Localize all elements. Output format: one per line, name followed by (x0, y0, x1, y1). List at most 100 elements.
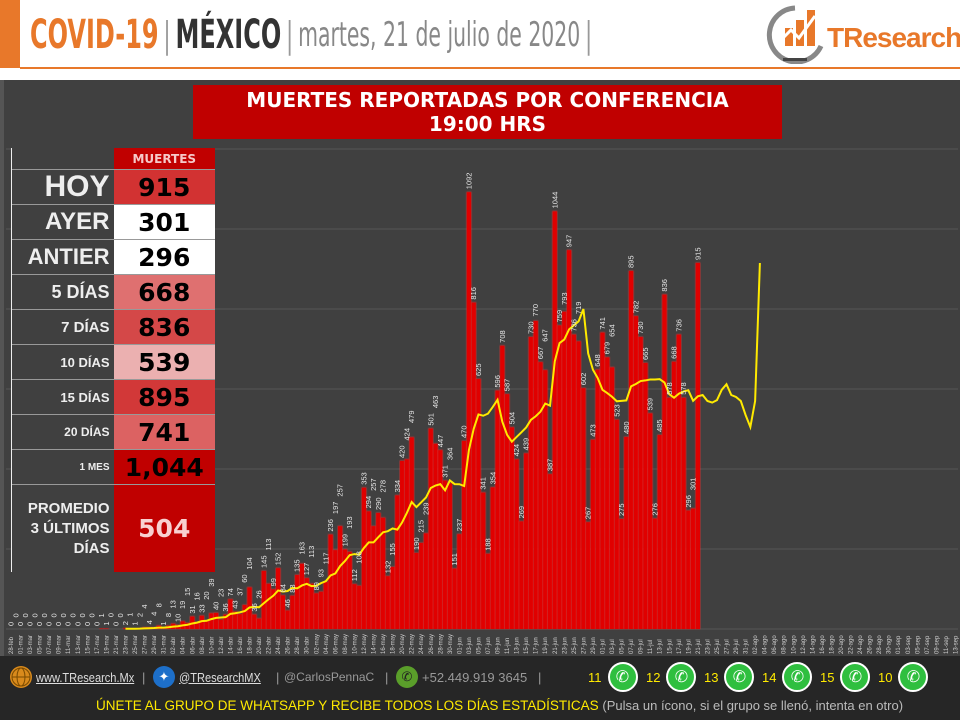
whatsapp-group-14[interactable]: 14 ✆ (762, 662, 813, 692)
whatsapp-group-15[interactable]: 15 ✆ (820, 662, 871, 692)
bar (671, 361, 677, 629)
bar-value-label: 770 (531, 304, 540, 317)
bar-value-label: 2 (121, 621, 130, 625)
whatsapp-icon[interactable]: ✆ (782, 662, 813, 692)
bar-value-label: 708 (498, 330, 507, 343)
bar (404, 459, 410, 629)
bar-value-label: 1 (97, 613, 106, 617)
bar (285, 610, 290, 629)
x-tick-label: 30-abr (305, 637, 311, 654)
whatsapp-icon[interactable]: ✆ (898, 662, 929, 692)
globe-icon (10, 666, 32, 688)
whatsapp-icon[interactable]: ✆ (607, 662, 638, 692)
bar-value-label: 4 (140, 604, 149, 608)
bar-value-label: 113 (307, 546, 316, 558)
personal-twitter[interactable]: @CarlosPennaC (284, 670, 375, 684)
bar-value-label: 15 (183, 588, 192, 596)
bar (652, 518, 658, 629)
bar-value-label: 267 (584, 507, 593, 520)
bar-value-label: 665 (641, 347, 650, 360)
twitter-link[interactable]: ✦ @TResearchMX (153, 666, 275, 688)
x-tick-label: 13-sep (953, 635, 959, 654)
x-tick-label: 17-jun (534, 637, 540, 654)
x-tick-label: 17-mar (95, 635, 101, 654)
x-tick-label: 01-jul (600, 639, 606, 654)
whatsapp-group-10[interactable]: 10 ✆ (878, 662, 929, 692)
bar (252, 614, 257, 629)
bar (352, 584, 357, 629)
bar-value-label: 20 (202, 591, 211, 599)
x-tick-label: 05-sep (915, 635, 921, 654)
bar-value-label: 16 (193, 592, 202, 600)
x-tick-label: 18-abr (248, 637, 254, 654)
footer-separator: | (142, 669, 146, 685)
bar-value-label: 236 (326, 519, 335, 532)
bar-value-label: 439 (522, 438, 531, 451)
x-tick-label: 11-mar (66, 635, 72, 654)
bar (261, 571, 266, 629)
bar (276, 568, 281, 629)
x-tick-label: 29-mar (152, 635, 158, 654)
bar-value-label: 135 (293, 559, 302, 572)
whatsapp-icon[interactable]: ✆ (666, 662, 697, 692)
bar-value-label: 485 (655, 419, 664, 432)
bar (309, 583, 314, 629)
bar-value-label: 816 (469, 287, 478, 300)
whatsapp-group-11[interactable]: 11 ✆ (588, 662, 638, 692)
bar (624, 437, 629, 629)
bar (447, 483, 452, 629)
bar (476, 379, 481, 629)
report-date: martes, 21 de julio de 2020 (298, 15, 581, 55)
bar (304, 578, 309, 629)
website-text[interactable]: www.TResearch.Mx (36, 669, 135, 685)
bar-glow (103, 628, 109, 629)
bar-value-label: 504 (507, 412, 516, 425)
bar-value-label: 0 (111, 622, 120, 626)
tresearch-logo[interactable]: TResearch (765, 2, 960, 65)
x-tick-label: 19-mar (104, 635, 110, 654)
bar (595, 369, 600, 629)
phone-contact[interactable]: ✆ +52.449.919 3645 (396, 666, 527, 688)
bar-value-label: 0 (11, 613, 20, 617)
x-tick-label: 27-jun (581, 637, 587, 654)
summary-row-label: 7 DÍAS (12, 310, 114, 344)
whatsapp-group-number: 15 (820, 669, 835, 685)
bar (590, 439, 596, 629)
whatsapp-group-13[interactable]: 13 ✆ (704, 662, 755, 692)
bar-value-label: 759 (555, 310, 564, 323)
bar (676, 334, 681, 629)
bar-value-label: 193 (345, 516, 354, 529)
whatsapp-icon[interactable]: ✆ (840, 662, 871, 692)
bar-value-label: 257 (336, 484, 345, 497)
join-text: ÚNETE AL GRUPO DE WHATSAPP Y RECIBE TODO… (96, 698, 599, 713)
x-tick-label: 04-ago (763, 635, 769, 654)
bar-value-label: 480 (622, 421, 631, 434)
whatsapp-icon[interactable]: ✆ (724, 662, 755, 692)
bar-value-label: 0 (107, 613, 116, 617)
bar-value-label: 163 (297, 542, 306, 555)
x-tick-label: 02-ago (753, 635, 759, 654)
website-link[interactable]: www.TResearch.Mx (10, 666, 152, 688)
phone-number: +52.449.919 3645 (422, 669, 528, 685)
whatsapp-group-12[interactable]: 12 ✆ (646, 662, 697, 692)
bar-value-label: 371 (441, 465, 450, 478)
x-tick-label: 21-jun (553, 637, 559, 654)
x-tick-label: 29-jun (591, 637, 597, 654)
bar-value-label: 1044 (550, 192, 559, 209)
whatsapp-group-number: 10 (878, 669, 893, 685)
twitter-icon: ✦ (153, 666, 175, 688)
bar-value-label: 31 (188, 605, 197, 613)
bar (271, 589, 276, 629)
x-tick-label: 13-jul (658, 639, 664, 654)
summary-row-7-días: 7 DÍAS 836 (12, 310, 215, 345)
bar (466, 192, 472, 629)
bar-value-label: 596 (493, 375, 502, 388)
summary-row-label: 20 DÍAS (12, 415, 114, 449)
bar-value-label: 278 (379, 480, 388, 493)
x-tick-label: 22-may (410, 634, 416, 654)
x-tick-label: 26-ago (868, 635, 874, 654)
x-tick-label: 10-ago (791, 635, 797, 654)
bar-value-label: 0 (54, 622, 63, 626)
twitter-handle[interactable]: @TResearchMX (179, 669, 261, 685)
